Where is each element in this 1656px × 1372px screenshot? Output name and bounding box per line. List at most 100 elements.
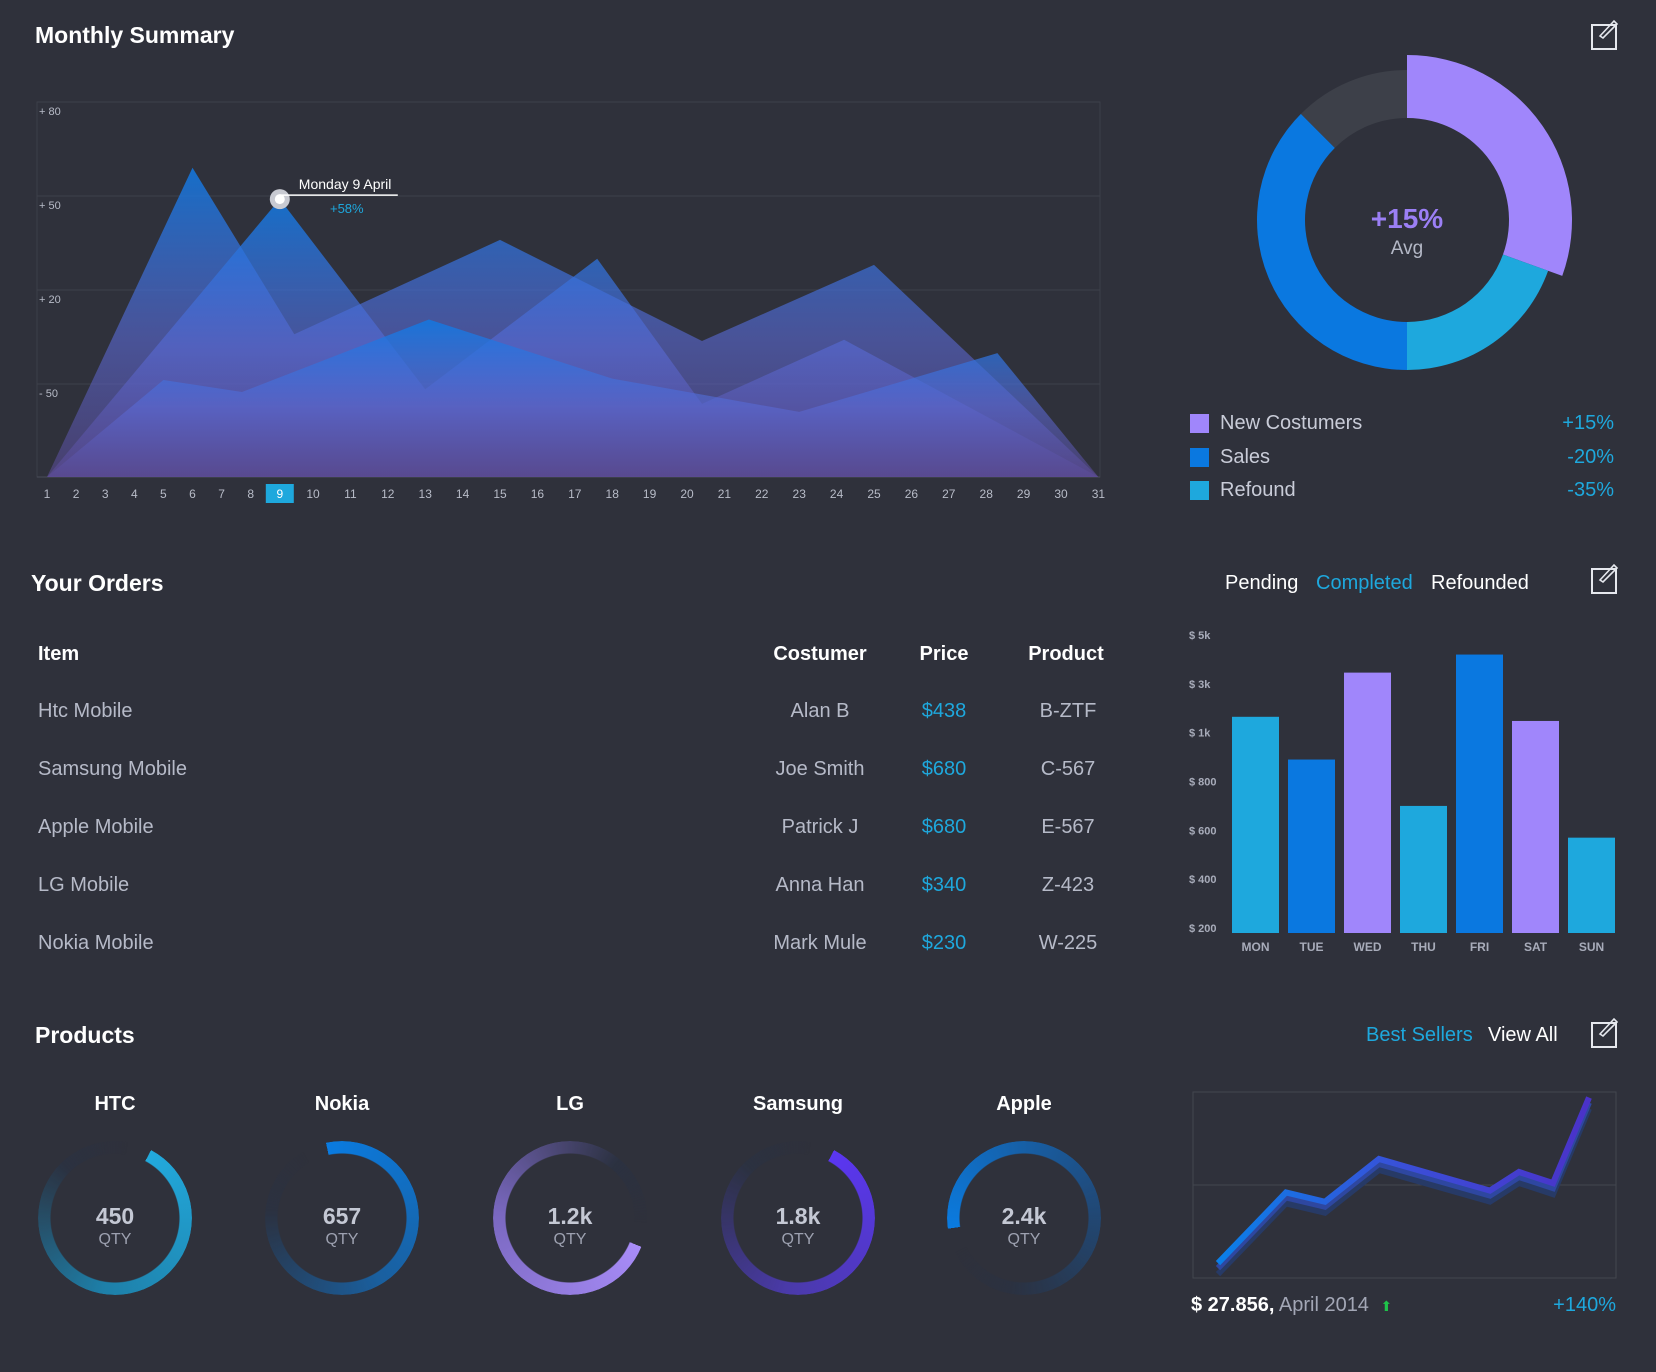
donut-center-value: +15%: [1371, 203, 1443, 234]
x-tick-label[interactable]: 2: [73, 487, 80, 501]
x-tick-label[interactable]: 3: [102, 487, 109, 501]
x-tick-label[interactable]: 8: [247, 487, 254, 501]
edit-products-button[interactable]: [1591, 1017, 1619, 1048]
x-tick-label: SUN: [1579, 940, 1604, 954]
legend-item-sales: Sales -20%: [1190, 446, 1614, 470]
tab-completed[interactable]: Completed: [1316, 572, 1413, 594]
x-tick-label[interactable]: 16: [531, 487, 545, 501]
bar-wed[interactable]: [1344, 672, 1391, 933]
summary-change: +140%: [1553, 1294, 1616, 1316]
legend-swatch: [1190, 414, 1209, 433]
bar-sun[interactable]: [1568, 837, 1615, 933]
x-tick-label[interactable]: 28: [980, 487, 994, 501]
cell-customer: Anna Han: [775, 874, 865, 896]
cell-price: $680: [921, 816, 967, 838]
product-name: Nokia: [314, 1093, 370, 1115]
y-tick-label: $ 5k: [1189, 630, 1211, 642]
x-tick-label[interactable]: 20: [680, 487, 694, 501]
x-tick-label[interactable]: 24: [830, 487, 844, 501]
cell-price: $230: [921, 932, 967, 954]
x-tick-label[interactable]: 22: [755, 487, 769, 501]
product-qty-unit: QTY: [553, 1231, 587, 1248]
x-tick-label[interactable]: 29: [1017, 487, 1031, 501]
x-tick-label[interactable]: 11: [344, 487, 357, 501]
x-tick-label[interactable]: 30: [1054, 487, 1068, 501]
x-tick-label[interactable]: 13: [419, 487, 433, 501]
cell-customer: Mark Mule: [773, 932, 867, 954]
cell-item: Htc Mobile: [38, 700, 133, 722]
tooltip-value: +58%: [330, 201, 364, 216]
y-tick-label: + 20: [39, 294, 61, 306]
donut-slice-other[interactable]: [1300, 70, 1407, 148]
product-qty-unit: QTY: [1007, 1231, 1041, 1248]
bar-sat[interactable]: [1512, 720, 1559, 933]
arrow-up-icon: ⬆: [1380, 1298, 1393, 1314]
x-tick-label[interactable]: 5: [160, 487, 167, 501]
x-tick-label[interactable]: 19: [643, 487, 657, 501]
x-tick-label[interactable]: 4: [131, 487, 138, 501]
x-tick-label: THU: [1411, 940, 1436, 954]
y-tick-label: + 80: [39, 106, 61, 118]
x-tick-label[interactable]: 25: [867, 487, 881, 501]
y-tick-label: $ 800: [1189, 777, 1217, 789]
x-tick-label[interactable]: 14: [456, 487, 470, 501]
legend-value: -35%: [1567, 479, 1614, 501]
orders-title: Your Orders: [31, 570, 164, 596]
summary-donut-chart: +15% Avg: [1257, 55, 1572, 370]
legend-label: New Costumers: [1220, 412, 1363, 434]
donut-slice-sales[interactable]: [1257, 113, 1407, 370]
summary-period: April 2014: [1278, 1294, 1369, 1316]
y-tick-label: $ 600: [1189, 825, 1217, 837]
x-tick-label[interactable]: 9: [276, 487, 283, 501]
x-tick-label[interactable]: 15: [493, 487, 507, 501]
donut-slice-new-costumers[interactable]: [1407, 55, 1572, 276]
line-shadow-2: [1215, 1107, 1592, 1277]
cell-price: $340: [921, 874, 967, 896]
cell-customer: Alan B: [790, 700, 850, 722]
x-tick-label[interactable]: 27: [942, 487, 956, 501]
progress-ring: [947, 1141, 1101, 1295]
x-tick-label[interactable]: 23: [793, 487, 807, 501]
cell-product: E-567: [1041, 816, 1095, 838]
edit-monthly-button[interactable]: [1591, 19, 1619, 50]
cell-customer: Joe Smith: [775, 758, 865, 780]
bar-mon[interactable]: [1232, 716, 1279, 933]
x-tick-label[interactable]: 21: [718, 487, 732, 501]
x-tick-label[interactable]: 7: [218, 487, 225, 501]
tooltip-point-center: [274, 194, 285, 205]
donut-slice-refound[interactable]: [1407, 254, 1549, 370]
x-tick-label[interactable]: 17: [568, 487, 582, 501]
product-qty: 2.4k: [1001, 1203, 1047, 1229]
bar-tue[interactable]: [1288, 759, 1335, 933]
legend-label: Sales: [1220, 446, 1271, 468]
y-tick-label: $ 3k: [1189, 679, 1211, 691]
product-qty: 450: [95, 1203, 135, 1229]
tab-pending[interactable]: Pending: [1225, 572, 1299, 594]
x-tick-label: TUE: [1300, 940, 1324, 954]
best-sellers-link[interactable]: Best Sellers: [1366, 1024, 1473, 1046]
product-qty-unit: QTY: [325, 1231, 359, 1248]
view-all-link[interactable]: View All: [1488, 1024, 1558, 1046]
y-tick-label: $ 400: [1189, 874, 1217, 886]
x-tick-label[interactable]: 6: [189, 487, 196, 501]
x-tick-label[interactable]: 18: [606, 487, 620, 501]
bar-fri[interactable]: [1456, 654, 1503, 933]
product-qty-unit: QTY: [781, 1231, 815, 1248]
x-tick-label[interactable]: 31: [1092, 487, 1106, 501]
x-tick-label[interactable]: 12: [381, 487, 395, 501]
column-header-price: Price: [919, 643, 969, 665]
x-tick-label[interactable]: 10: [306, 487, 320, 501]
cell-price: $680: [921, 758, 967, 780]
progress-ring: [493, 1141, 647, 1295]
x-tick-label[interactable]: 26: [905, 487, 919, 501]
products-title: Products: [35, 1022, 135, 1048]
legend-value: -20%: [1567, 446, 1614, 468]
x-tick-label[interactable]: 1: [44, 487, 51, 501]
y-tick-label: + 50: [39, 200, 61, 212]
edit-orders-button[interactable]: [1591, 563, 1619, 594]
donut-center-label: Avg: [1391, 238, 1423, 259]
bar-thu[interactable]: [1400, 805, 1447, 933]
cell-price: $438: [921, 700, 967, 722]
legend-label: Refound: [1220, 479, 1296, 501]
tab-refounded[interactable]: Refounded: [1431, 572, 1529, 594]
